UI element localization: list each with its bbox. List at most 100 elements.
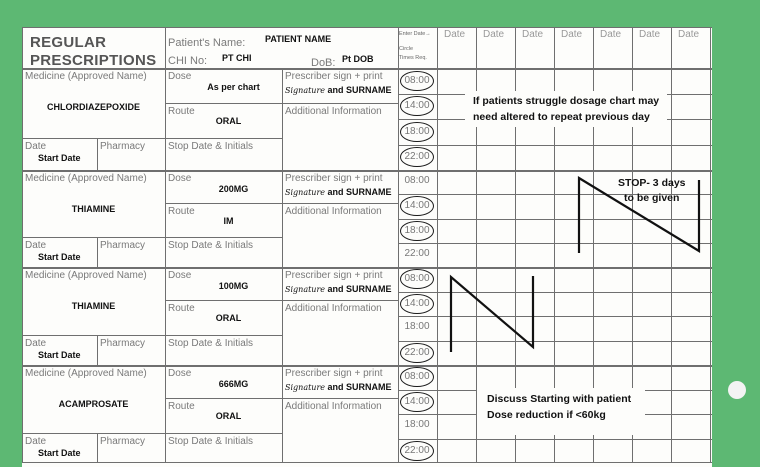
start-date: Start Date — [38, 153, 81, 163]
grid-line — [22, 170, 712, 172]
time-slot-1400[interactable]: 14:00 — [400, 392, 434, 412]
time-slot-0800[interactable]: 08:00 — [400, 367, 434, 387]
note-line: Dose reduction if <60kg — [487, 409, 606, 421]
start-date: Start Date — [38, 350, 81, 360]
page-title: REGULAR — [30, 34, 107, 51]
time-slot-0800[interactable]: 08:00 — [400, 269, 434, 289]
grid-line — [165, 27, 166, 463]
medicine-name: THIAMINE — [71, 301, 116, 311]
grid-line — [22, 27, 23, 463]
date-label: Date — [25, 141, 47, 152]
grid-line — [437, 27, 438, 463]
annotation-note: Discuss Starting with patient Dose reduct… — [477, 388, 646, 435]
grid-line — [282, 170, 283, 267]
grid-line — [710, 27, 711, 463]
route-value: ORAL — [215, 411, 242, 421]
note-line: need altered to repeat previous day — [473, 111, 650, 123]
surname-text: and SURNAME — [325, 187, 392, 197]
grid-line — [165, 300, 282, 301]
grid-line — [554, 27, 555, 463]
time-slot-1400[interactable]: 14:00 — [400, 196, 434, 216]
grid-line — [165, 103, 282, 104]
grid-line — [97, 335, 98, 365]
grid-line — [165, 398, 282, 399]
grid-line — [282, 398, 398, 399]
time-slot-0800[interactable]: 08:00 — [404, 175, 430, 186]
grid-line — [97, 237, 98, 267]
stop-annotation: STOP- 3 days to be given — [618, 176, 686, 206]
additional-info-label: Additional Information — [285, 303, 382, 314]
annotation-note: If patients struggle dosage chart may nee… — [465, 91, 668, 127]
surname-text: and SURNAME — [325, 85, 392, 95]
medicine-name: THIAMINE — [71, 204, 116, 214]
surname-text: and SURNAME — [325, 284, 392, 294]
stop-date-label: Stop Date & Initials — [168, 436, 254, 447]
time-slot-2200[interactable]: 22:00 — [400, 441, 434, 461]
grid-line — [282, 365, 283, 463]
medicine-name: ACAMPROSATE — [58, 399, 129, 409]
route-label: Route — [168, 303, 195, 314]
medicine-label: Medicine (Approved Name) — [25, 173, 147, 184]
time-slot-2200[interactable]: 22:00 — [400, 147, 434, 167]
grid-line — [282, 203, 398, 204]
additional-info-label: Additional Information — [285, 206, 382, 217]
grid-line — [97, 138, 98, 170]
signature: Signature — [285, 86, 326, 95]
time-slot-2200[interactable]: 22:00 — [404, 248, 430, 259]
dob-value: Pt DOB — [342, 54, 374, 64]
time-slot-1800[interactable]: 18:00 — [400, 221, 434, 241]
grid-line — [398, 145, 712, 146]
pharmacy-label: Pharmacy — [100, 141, 146, 152]
date-column-header: Date — [639, 29, 661, 40]
time-slot-2200[interactable]: 22:00 — [400, 343, 434, 363]
date-column-header: Date — [678, 29, 700, 40]
grid-line — [671, 27, 672, 463]
additional-info-label: Additional Information — [285, 106, 382, 117]
dose-label: Dose — [168, 270, 192, 281]
time-slot-1800[interactable]: 18:00 — [400, 122, 434, 142]
grid-line — [22, 138, 282, 139]
signature: Signature — [285, 285, 326, 294]
medicine-label: Medicine (Approved Name) — [25, 368, 147, 379]
date-column-header: Date — [444, 29, 466, 40]
patient-name: PATIENT NAME — [265, 34, 332, 44]
stop-date-label: Stop Date & Initials — [168, 338, 254, 349]
dose-label: Dose — [168, 71, 192, 82]
time-slot-1800[interactable]: 18:00 — [404, 419, 430, 430]
grid-line — [165, 203, 282, 204]
route-label: Route — [168, 106, 195, 117]
route-value: IM — [223, 216, 234, 226]
note-line: STOP- 3 days — [618, 177, 686, 189]
page-title: PRESCRIPTIONS — [30, 52, 157, 69]
grid-line — [398, 194, 712, 195]
date-column-header: Date — [483, 29, 505, 40]
grid-line — [22, 237, 282, 238]
time-slot-1800[interactable]: 18:00 — [404, 321, 430, 332]
surname-text: and SURNAME — [325, 382, 392, 392]
grid-line — [398, 292, 712, 293]
time-slot-1400[interactable]: 14:00 — [400, 96, 434, 116]
grid-line — [282, 300, 398, 301]
stop-date-label: Stop Date & Initials — [168, 240, 254, 251]
stop-date-label: Stop Date & Initials — [168, 141, 254, 152]
route-label: Route — [168, 401, 195, 412]
patient-name-label: Patient's Name: — [168, 37, 246, 49]
dob-label: DoB: — [311, 57, 336, 69]
start-date: Start Date — [38, 448, 81, 458]
prescriber-label: Prescriber sign + print — [285, 71, 383, 82]
route-label: Route — [168, 206, 195, 217]
circle-times-label: Circle — [399, 46, 414, 52]
grid-line — [398, 243, 712, 244]
time-slot-0800[interactable]: 08:00 — [400, 71, 434, 91]
date-column-header: Date — [600, 29, 622, 40]
time-slot-1400[interactable]: 14:00 — [400, 294, 434, 314]
date-column-header: Date — [561, 29, 583, 40]
grid-line — [593, 27, 594, 463]
signature: Signature — [285, 383, 326, 392]
grid-line — [398, 316, 712, 317]
grid-line — [398, 341, 712, 342]
grid-line — [22, 68, 712, 70]
chi-value: PT CHI — [222, 53, 252, 63]
medicine-name: CHLORDIAZEPOXIDE — [46, 102, 140, 112]
